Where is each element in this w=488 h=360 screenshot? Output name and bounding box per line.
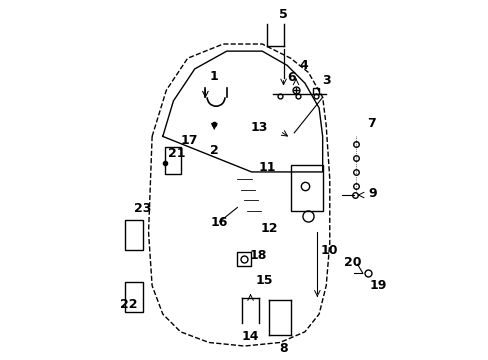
Text: 5: 5 bbox=[279, 8, 287, 21]
Text: 7: 7 bbox=[366, 117, 375, 130]
Text: 12: 12 bbox=[260, 222, 278, 235]
Text: 8: 8 bbox=[279, 342, 287, 355]
Text: 14: 14 bbox=[241, 330, 259, 343]
Text: 2: 2 bbox=[209, 144, 218, 157]
Text: 13: 13 bbox=[250, 121, 267, 134]
Text: 15: 15 bbox=[255, 274, 273, 287]
Text: 1: 1 bbox=[209, 70, 218, 83]
Bar bbox=[290, 165, 322, 211]
Text: 20: 20 bbox=[344, 256, 361, 269]
Text: 10: 10 bbox=[320, 244, 338, 257]
Text: 11: 11 bbox=[258, 161, 276, 174]
Text: 9: 9 bbox=[368, 188, 377, 201]
Bar bbox=[164, 147, 180, 174]
Text: 19: 19 bbox=[369, 279, 386, 292]
Bar bbox=[125, 282, 143, 312]
Text: 23: 23 bbox=[134, 202, 151, 215]
Text: 18: 18 bbox=[249, 249, 266, 262]
Text: 6: 6 bbox=[286, 71, 295, 84]
Text: 22: 22 bbox=[120, 298, 138, 311]
Text: 3: 3 bbox=[322, 75, 330, 87]
Text: 21: 21 bbox=[168, 147, 185, 159]
Text: 16: 16 bbox=[210, 216, 228, 229]
Text: 4: 4 bbox=[299, 59, 308, 72]
Bar bbox=[125, 220, 143, 250]
Text: 17: 17 bbox=[180, 134, 198, 147]
